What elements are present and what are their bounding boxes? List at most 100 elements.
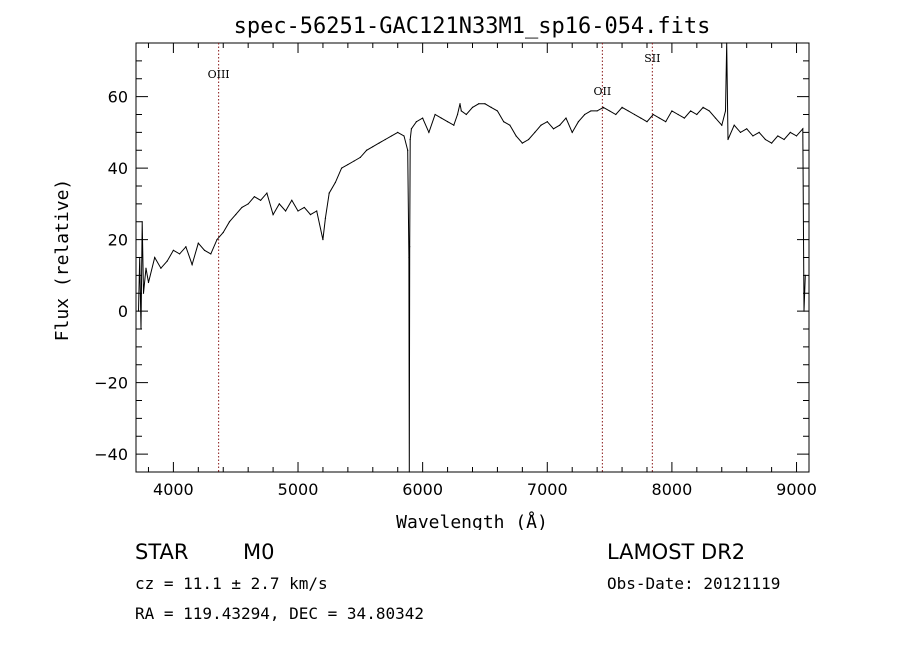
- spectrum-point: [490, 106, 492, 108]
- spectrum-point: [322, 239, 324, 241]
- spectrum-point: [347, 163, 349, 166]
- y-tick-label: 40: [108, 159, 128, 178]
- x-tick-label: 4000: [153, 480, 194, 499]
- spectrum-point: [179, 253, 181, 255]
- spectrum-point: [696, 113, 698, 116]
- spectrum-chart: spec-56251-GAC121N33M1_sp16-054.fits 400…: [52, 14, 817, 530]
- spectrum-point: [324, 217, 327, 219]
- spectrum-point: [415, 121, 418, 123]
- spectrum-point: [658, 117, 661, 119]
- spectrum-series-line: [138, 42, 806, 473]
- spectrum-point: [496, 110, 499, 112]
- spectrum-point: [739, 131, 742, 133]
- spectrum-point: [752, 135, 754, 137]
- spectrum-point: [390, 135, 393, 137]
- spectrum-point: [724, 110, 727, 112]
- spectrum-point: [403, 135, 405, 137]
- spectrum-point: [197, 242, 199, 244]
- spectrum-point: [408, 471, 410, 473]
- spectrum-point: [272, 214, 274, 216]
- spectrum-point: [758, 131, 760, 133]
- spectrum-point: [407, 149, 409, 151]
- spectrum-point: [235, 214, 237, 216]
- spectrum-point: [633, 113, 636, 116]
- spectrum-point: [434, 113, 436, 116]
- spectrum-point: [571, 131, 573, 133]
- spectrum-point: [222, 231, 224, 234]
- spectrum-point: [409, 138, 411, 141]
- spectrum-point: [353, 160, 355, 162]
- spectrum-point: [652, 113, 654, 116]
- spectrum-point: [771, 142, 773, 144]
- spectrum-point: [515, 135, 517, 137]
- spectrum-point: [359, 156, 361, 158]
- spectrum-point: [627, 110, 629, 112]
- spectrum-point: [552, 128, 555, 130]
- spectrum-point: [690, 110, 692, 112]
- spectrum-point: [465, 113, 467, 116]
- spectrum-point: [440, 117, 442, 119]
- spectrum-point: [602, 106, 604, 108]
- x-tick-label: 8000: [652, 480, 693, 499]
- spectrum-point: [147, 281, 150, 284]
- spectrum-point: [365, 149, 368, 151]
- y-tick-label: −20: [94, 374, 128, 393]
- spectrum-point: [278, 203, 280, 205]
- spectrum-point: [384, 138, 386, 141]
- spectrum-point: [509, 124, 511, 126]
- spectrum-point: [733, 124, 735, 126]
- spectrum-point: [291, 199, 293, 201]
- marker-label-oiii: OIII: [208, 68, 230, 81]
- spectrum-point: [145, 267, 147, 269]
- spectrum-point: [172, 249, 174, 251]
- spectrum-point: [503, 121, 505, 123]
- spectrum-point: [372, 146, 374, 148]
- spectrum-point: [203, 249, 206, 251]
- marker-label-sii: SII: [644, 52, 660, 65]
- spectrum-point: [266, 192, 268, 194]
- spectrum-point: [316, 210, 318, 212]
- chart-title: spec-56251-GAC121N33M1_sp16-054.fits: [234, 14, 711, 39]
- spectrum-point: [297, 210, 299, 212]
- spectrum-point: [408, 256, 410, 259]
- spectrum-point: [140, 328, 142, 330]
- spectrum-point: [577, 121, 580, 123]
- spectrum-point: [702, 106, 704, 108]
- spectrum-point: [460, 110, 462, 112]
- spectrum-point: [428, 131, 430, 133]
- spectrum-point: [803, 310, 805, 312]
- spectrum-point: [746, 128, 748, 130]
- spectrum-point: [341, 167, 343, 169]
- spectrum-point: [247, 203, 249, 205]
- spectrum-point: [665, 121, 667, 123]
- spectrum-point: [142, 292, 145, 294]
- spectrum-point: [309, 214, 312, 216]
- coordinates: RA = 119.43294, DEC = 34.80342: [135, 604, 424, 623]
- spectrum-point: [484, 103, 486, 105]
- series-layer: [137, 42, 806, 473]
- spectrum-point: [708, 110, 710, 112]
- spectrum-point: [378, 142, 380, 144]
- spectrum-point: [789, 131, 791, 133]
- spectrum-point: [216, 239, 218, 241]
- y-tick-label: −40: [94, 445, 128, 464]
- observation-date: Obs-Date: 20121119: [607, 574, 781, 593]
- spectrum-point: [253, 196, 255, 198]
- spectrum-point: [166, 260, 168, 262]
- spectrum-point: [521, 142, 523, 144]
- x-tick-label: 5000: [278, 480, 319, 499]
- y-tick-label: 60: [108, 88, 128, 107]
- spectrum-point: [783, 138, 785, 141]
- spectrum-point: [228, 221, 231, 223]
- spectrum-point: [640, 117, 642, 119]
- spectrum-point: [334, 181, 337, 184]
- spectrum-point: [160, 267, 162, 269]
- spectrum-point: [777, 135, 779, 137]
- spectrum-point: [683, 117, 685, 119]
- spectrum-point: [141, 221, 143, 223]
- spectrum-point: [210, 253, 212, 255]
- spectrum-point: [565, 117, 567, 119]
- axes: 4000 5000 6000 7000 8000 9000 −40 −20 0 20 40 60: [94, 42, 817, 499]
- spectrum-point: [721, 124, 723, 126]
- spectrum-point: [139, 256, 141, 259]
